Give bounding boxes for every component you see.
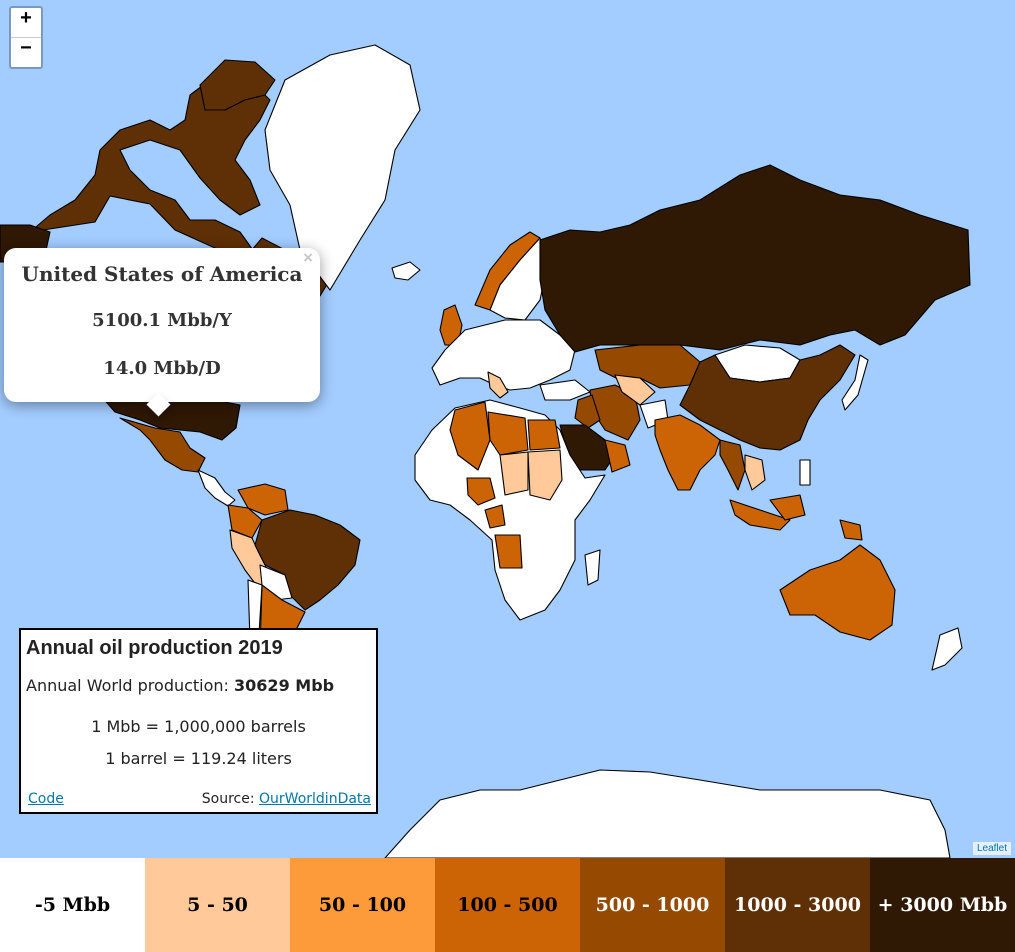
country-india[interactable] — [654, 414, 721, 491]
country-china[interactable] — [679, 344, 856, 451]
country-iraq[interactable] — [574, 394, 601, 429]
country-central-america[interactable] — [197, 469, 236, 507]
legend-item: 50 - 100 — [290, 858, 435, 952]
source-link[interactable]: OurWorldinData — [259, 791, 371, 807]
continent-antarctica[interactable] — [384, 769, 951, 858]
conversion-barrel: 1 barrel = 119.24 liters — [105, 749, 292, 768]
country-brazil[interactable] — [254, 509, 361, 611]
country-angola[interactable] — [494, 534, 523, 569]
popup-country-name: United States of America — [21, 262, 303, 286]
country-madagascar[interactable] — [584, 549, 601, 586]
country-colombia[interactable] — [227, 504, 263, 539]
popup-annual-production: 5100.1 Mbb/Y — [92, 310, 232, 331]
country-kazakhstan[interactable] — [594, 344, 701, 389]
country-malaysia[interactable] — [769, 494, 806, 521]
country-png[interactable] — [839, 519, 863, 541]
country-australia[interactable] — [779, 544, 896, 641]
source-label: Source: — [201, 791, 260, 807]
world-production-label: Annual World production: — [26, 676, 235, 695]
legend-item: -5 Mbb — [0, 858, 145, 952]
legend-item: 100 - 500 — [435, 858, 580, 952]
zoom-in-button[interactable]: + — [11, 8, 41, 38]
world-production: Annual World production: 30629 Mbb — [26, 676, 334, 695]
map-countries[interactable] — [0, 0, 1015, 858]
color-legend: -5 Mbb 5 - 50 50 - 100 100 - 500 500 - 1000 1… — [0, 858, 1015, 952]
code-link[interactable]: Code — [28, 791, 64, 807]
world-production-value: 30629 Mbb — [234, 676, 335, 695]
country-algeria[interactable] — [449, 401, 491, 471]
country-iceland[interactable] — [391, 261, 421, 281]
country-greenland[interactable] — [264, 44, 421, 291]
world-map[interactable]: + − × United States of America 5100.1 Mb… — [0, 0, 1015, 858]
country-italy-romania[interactable] — [487, 371, 509, 399]
legend-item: 5 - 50 — [145, 858, 290, 952]
country-mexico[interactable] — [119, 417, 206, 473]
country-indonesia[interactable] — [729, 499, 791, 531]
legend-item: + 3000 Mbb — [870, 858, 1015, 952]
country-egypt[interactable] — [527, 419, 561, 451]
leaflet-attribution[interactable]: Leaflet — [972, 842, 1011, 855]
region-europe[interactable] — [431, 319, 576, 391]
country-turkmenistan[interactable] — [614, 374, 656, 406]
country-new-zealand[interactable] — [931, 627, 963, 671]
country-myanmar[interactable] — [719, 439, 746, 491]
popup-close-button[interactable]: × — [302, 250, 314, 266]
legend-item: 500 - 1000 — [580, 858, 725, 952]
country-thailand[interactable] — [744, 454, 766, 491]
zoom-control: + − — [9, 6, 43, 69]
country-popup: × United States of America 5100.1 Mbb/Y … — [4, 248, 320, 417]
country-sudan[interactable] — [527, 449, 563, 501]
info-panel: Annual oil production 2019 Annual World … — [19, 628, 378, 814]
country-oman[interactable] — [604, 439, 631, 473]
country-japan[interactable] — [841, 354, 869, 411]
zoom-out-button[interactable]: − — [19, 38, 32, 61]
legend-item: 1000 - 3000 — [725, 858, 870, 952]
country-gabon[interactable] — [484, 504, 506, 529]
source: Source: OurWorldinData — [202, 791, 371, 807]
conversion-mbb: 1 Mbb = 1,000,000 barrels — [91, 717, 306, 736]
country-turkey[interactable] — [539, 379, 591, 401]
country-russia[interactable] — [539, 164, 971, 353]
country-philippines[interactable] — [799, 459, 811, 486]
info-title: Annual oil production 2019 — [26, 637, 283, 659]
country-nigeria[interactable] — [466, 477, 496, 506]
popup-daily-production: 14.0 Mbb/D — [103, 358, 221, 379]
country-libya[interactable] — [487, 411, 529, 456]
country-canada-islands[interactable] — [199, 59, 276, 111]
country-chad[interactable] — [499, 451, 529, 496]
